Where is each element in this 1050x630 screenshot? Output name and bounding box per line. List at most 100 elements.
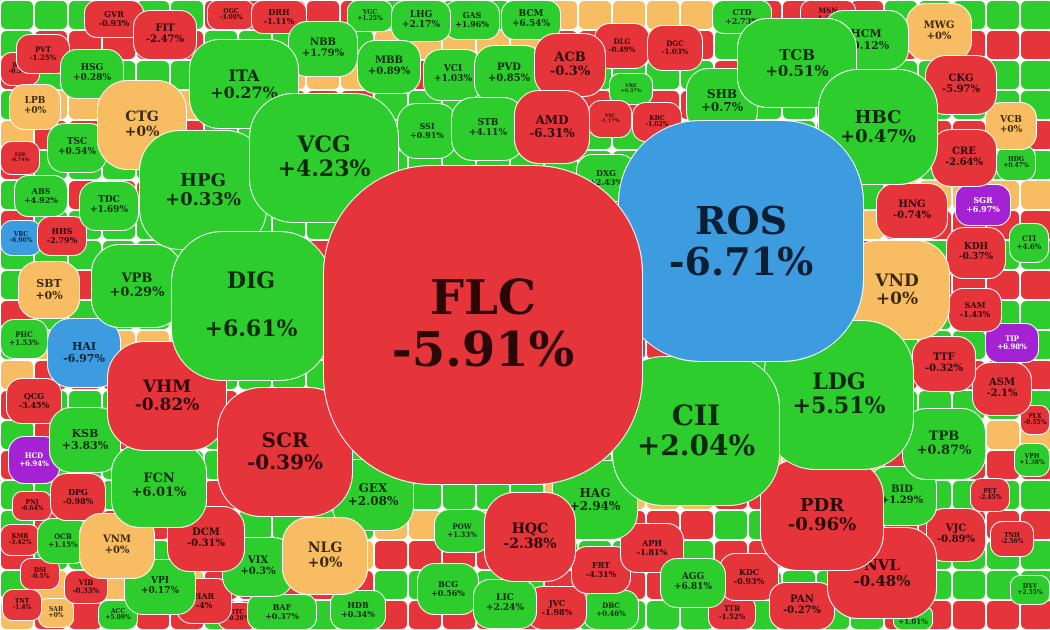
stock-cell-kmr[interactable]: KMR -3.42% bbox=[0, 524, 40, 556]
filler-tile bbox=[680, 510, 714, 540]
filler-tile bbox=[1020, 270, 1050, 300]
stock-change: -6.31% bbox=[529, 126, 575, 140]
stock-cell-hsg[interactable]: HSG +0.28% bbox=[60, 49, 124, 99]
stock-ticker: SCR bbox=[261, 428, 309, 453]
stock-cell-vcb[interactable]: VCB +0% bbox=[985, 102, 1037, 150]
stock-ticker: HPG bbox=[180, 169, 226, 191]
stock-cell-hdg[interactable]: HDG +0.47% bbox=[996, 145, 1036, 181]
stock-cell-ldg[interactable]: LDG +5.51% bbox=[764, 320, 914, 470]
stock-cell-pet[interactable]: PET -2.45% bbox=[970, 478, 1010, 512]
stock-cell-dxv[interactable]: DXV +2.55% bbox=[1010, 575, 1050, 605]
stock-cell-vre[interactable]: VRE +0.37% bbox=[609, 73, 653, 105]
stock-cell-sgr[interactable]: SGR +6.97% bbox=[955, 184, 1011, 226]
stock-change: +2.17% bbox=[401, 20, 440, 30]
stock-cell-abs[interactable]: ABS +4.92% bbox=[14, 175, 68, 217]
stock-ticker: GAS bbox=[462, 10, 482, 21]
stock-cell-tdc[interactable]: TDC +1.69% bbox=[79, 181, 139, 231]
stock-cell-vgc[interactable]: VGC +1.25% bbox=[347, 0, 393, 32]
stock-cell-sab[interactable]: SAB +0% bbox=[38, 598, 74, 628]
stock-ticker: VIX bbox=[247, 555, 269, 567]
stock-cell-pdr[interactable]: PDR -0.96% bbox=[760, 459, 884, 571]
stock-cell-amd[interactable]: AMD -6.31% bbox=[514, 90, 590, 164]
stock-cell-ros[interactable]: ROS -6.71% bbox=[618, 120, 864, 362]
stock-cell-dbc[interactable]: DBC +0.46% bbox=[583, 590, 639, 630]
stock-change: -5.91% bbox=[391, 322, 575, 378]
stock-change: -0.89% bbox=[936, 534, 975, 545]
filler-tile bbox=[952, 570, 986, 600]
stock-cell-lhg[interactable]: LHG +2.17% bbox=[391, 0, 451, 42]
stock-cell-vpb[interactable]: VPB +0.29% bbox=[91, 244, 183, 328]
stock-change: -1.81% bbox=[636, 547, 668, 557]
stock-cell-agg[interactable]: AGG +6.81% bbox=[660, 558, 726, 608]
stock-change: +0.56% bbox=[431, 588, 465, 598]
stock-ticker: FCN bbox=[143, 470, 175, 486]
stock-cell-hqc[interactable]: HQC -2.38% bbox=[484, 492, 576, 582]
stock-ticker: ABS bbox=[31, 186, 51, 197]
stock-cell-fit[interactable]: FIT -2.47% bbox=[133, 10, 197, 60]
stock-cell-tpb[interactable]: TPB +0.87% bbox=[902, 408, 986, 480]
stock-change: +0.3% bbox=[240, 566, 276, 577]
stock-cell-pnj[interactable]: PNJ -0.64% bbox=[12, 491, 52, 521]
stock-cell-sbt[interactable]: SBT +0% bbox=[18, 261, 80, 319]
stock-change: -1.43% bbox=[959, 309, 991, 319]
stock-ticker: AMD bbox=[535, 113, 569, 128]
stock-cell-nlg[interactable]: NLG +0% bbox=[282, 517, 368, 595]
stock-cell-acb[interactable]: ACB -0.3% bbox=[534, 33, 606, 97]
stock-cell-ssi[interactable]: SSI +0.91% bbox=[397, 103, 457, 159]
stock-cell-tnt[interactable]: TNT -1.4% bbox=[2, 589, 42, 621]
stock-change: -1.02% bbox=[645, 121, 669, 128]
stock-cell-dgc[interactable]: DGC -1.03% bbox=[647, 25, 703, 71]
stock-cell-phc[interactable]: PHC +1.53% bbox=[0, 319, 48, 359]
stock-cell-tsc[interactable]: TSC +0.54% bbox=[47, 123, 107, 173]
stock-cell-kdh[interactable]: KDH -0.37% bbox=[946, 227, 1006, 279]
stock-cell-dig[interactable]: DIG +6.61% bbox=[171, 231, 331, 381]
stock-cell-flc[interactable]: FLC -5.91% bbox=[323, 165, 643, 485]
stock-change: -0.74% bbox=[892, 210, 931, 221]
stock-change: -4.31% bbox=[585, 569, 617, 579]
stock-cell-mwg[interactable]: MWG +0% bbox=[906, 3, 972, 61]
stock-change: -6.97% bbox=[63, 352, 105, 365]
stock-cell-asm[interactable]: ASM -2.1% bbox=[972, 362, 1032, 416]
stock-cell-eib[interactable]: EIB -0.74% bbox=[0, 141, 40, 175]
stock-cell-hhs[interactable]: HHS -2.79% bbox=[37, 216, 87, 256]
stock-cell-gvr[interactable]: GVR -0.93% bbox=[84, 0, 144, 38]
stock-cell-stb[interactable]: STB +4.11% bbox=[451, 97, 525, 161]
stock-change: -0.93% bbox=[98, 18, 130, 28]
stock-cell-vph[interactable]: VPH +1.38% bbox=[1014, 443, 1050, 477]
stock-cell-vci[interactable]: VCI +1.03% bbox=[423, 49, 483, 101]
stock-cell-hng[interactable]: HNG -0.74% bbox=[876, 183, 948, 239]
stock-ticker: QCG bbox=[23, 391, 45, 402]
stock-cell-nbb[interactable]: NBB +1.79% bbox=[288, 21, 358, 77]
stock-ticker: GEX bbox=[358, 481, 388, 496]
stock-ticker: SAB bbox=[48, 605, 64, 613]
stock-cell-jvc[interactable]: JVC -1.98% bbox=[527, 586, 587, 630]
stock-cell-cre[interactable]: CRE -2.64% bbox=[931, 129, 997, 187]
stock-change: +4.11% bbox=[468, 128, 507, 138]
stock-cell-vrc[interactable]: VRC -6.96% bbox=[0, 220, 42, 256]
stock-cell-fcn[interactable]: FCN +6.01% bbox=[111, 444, 207, 528]
stock-cell-pan[interactable]: PAN -0.27% bbox=[769, 582, 835, 630]
stock-ticker: BID bbox=[891, 484, 913, 496]
stock-cell-bcg[interactable]: BCG +0.56% bbox=[417, 563, 479, 615]
stock-ticker: MBB bbox=[375, 55, 403, 67]
stock-cell-tnh[interactable]: TNH -2.56% bbox=[990, 521, 1034, 557]
stock-change: -0.49% bbox=[608, 45, 636, 54]
stock-cell-lic[interactable]: LIC +2.24% bbox=[473, 579, 537, 629]
stock-change: +0.29% bbox=[109, 285, 165, 300]
stock-cell-baf[interactable]: BAF +0.37% bbox=[247, 594, 317, 630]
stock-cell-gas[interactable]: GAS +1.96% bbox=[444, 0, 500, 40]
stock-cell-sam[interactable]: SAM -1.43% bbox=[948, 288, 1002, 332]
stock-ticker: HNG bbox=[898, 199, 926, 211]
stock-ticker: DBC bbox=[602, 601, 620, 611]
stock-cell-cti[interactable]: CTI +4.6% bbox=[1009, 223, 1049, 263]
stock-cell-hdb[interactable]: HDB +0.34% bbox=[330, 590, 386, 630]
stock-cell-lpb[interactable]: LPB +0% bbox=[9, 84, 61, 130]
stock-cell-mbb[interactable]: MBB +0.89% bbox=[357, 40, 421, 94]
stock-cell-ckg[interactable]: CKG -5.97% bbox=[925, 55, 997, 115]
stock-cell-ogc[interactable]: OGC -3.09% bbox=[207, 0, 255, 30]
stock-cell-vic[interactable]: VIC -1.17% bbox=[588, 100, 632, 138]
stock-cell-ttf[interactable]: TTF -0.32% bbox=[912, 336, 976, 392]
stock-cell-pow[interactable]: POW +1.33% bbox=[434, 509, 490, 553]
stock-change: -0.98% bbox=[62, 496, 94, 506]
